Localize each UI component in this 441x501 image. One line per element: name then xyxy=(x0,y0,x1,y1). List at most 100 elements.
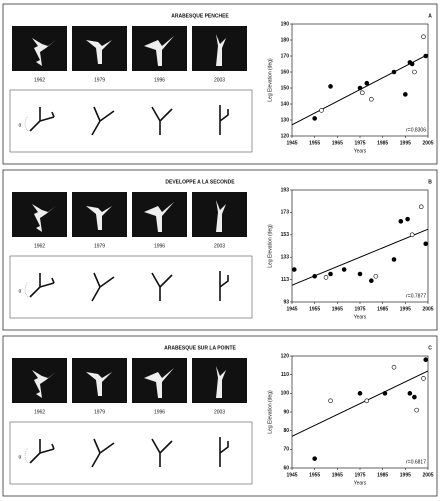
fit-annotation: r=0.8306 xyxy=(406,127,426,133)
x-tick-label: 1975 xyxy=(354,306,365,312)
fit-line xyxy=(292,229,428,285)
x-axis-label: Years xyxy=(354,480,367,486)
data-point xyxy=(406,217,410,221)
data-point xyxy=(412,70,416,74)
data-point xyxy=(365,399,369,403)
photo-year: 2003 xyxy=(214,77,225,83)
data-point xyxy=(408,391,412,395)
photo-year: 1979 xyxy=(94,409,105,415)
stick-box xyxy=(10,422,252,484)
panel-title: ARABESQUE PENCHEE xyxy=(171,13,229,19)
y-axis-label: Leg Elevation (deg) xyxy=(267,58,273,102)
stick-figure xyxy=(220,437,228,467)
figure: ARABESQUE PENCHEE A 1962 1979 1996 2003 α 120 13… xyxy=(0,0,441,501)
x-tick-label: 1955 xyxy=(309,306,320,312)
y-tick-label: 100 xyxy=(281,391,290,397)
data-point xyxy=(329,399,333,403)
y-tick-label: 90 xyxy=(283,409,289,415)
data-point xyxy=(369,97,373,101)
angle-arc xyxy=(25,448,28,463)
y-tick-label: 110 xyxy=(281,372,289,378)
data-point xyxy=(421,35,425,39)
angle-arc xyxy=(25,116,28,131)
x-axis-label: Years xyxy=(354,314,367,320)
stick-figure xyxy=(30,439,54,463)
panel-label: C xyxy=(428,345,432,351)
angle-arc xyxy=(25,282,28,297)
stick-figure xyxy=(152,273,172,301)
x-tick-label: 1995 xyxy=(400,472,411,478)
plot-frame xyxy=(292,190,428,302)
x-axis-label: Years xyxy=(354,148,367,154)
x-tick-label: 2005 xyxy=(422,306,433,312)
data-point xyxy=(365,81,369,85)
data-point xyxy=(424,242,428,246)
data-point xyxy=(319,108,323,112)
stick-figure xyxy=(30,273,54,297)
x-tick-label: 1975 xyxy=(354,472,365,478)
data-point xyxy=(292,268,296,272)
data-point xyxy=(410,233,414,237)
x-tick-label: 1985 xyxy=(377,140,388,146)
angle-label: α xyxy=(19,122,22,128)
stick-figure xyxy=(92,439,114,467)
x-tick-label: 1995 xyxy=(400,140,411,146)
photo-year: 1996 xyxy=(154,243,165,249)
x-tick-label: 1945 xyxy=(286,140,297,146)
x-tick-label: 1945 xyxy=(286,472,297,478)
fit-annotation: r=0.7877 xyxy=(406,293,426,299)
y-tick-label: 190 xyxy=(281,21,290,27)
data-point xyxy=(342,268,346,272)
x-tick-label: 1955 xyxy=(309,472,320,478)
data-point xyxy=(424,54,428,58)
x-tick-label: 1945 xyxy=(286,306,297,312)
y-tick-label: 133 xyxy=(281,255,290,261)
plot-frame xyxy=(292,356,428,468)
stick-figure xyxy=(220,105,228,135)
data-point xyxy=(412,395,416,399)
data-point xyxy=(313,457,317,461)
stick-figure xyxy=(92,273,114,301)
y-axis-label: Leg Elevation (deg) xyxy=(267,224,273,268)
panel-title: ARABESQUE SUR LA POINTE xyxy=(164,345,236,351)
photo-year: 2003 xyxy=(214,409,225,415)
stick-figure xyxy=(92,107,114,135)
x-tick-label: 2005 xyxy=(422,140,433,146)
y-tick-label: 93 xyxy=(283,299,289,305)
y-tick-label: 153 xyxy=(281,232,290,238)
y-tick-label: 120 xyxy=(281,133,290,139)
panel-label: A xyxy=(428,13,432,19)
photo-year: 2003 xyxy=(214,243,225,249)
data-point xyxy=(419,205,423,209)
y-tick-label: 80 xyxy=(283,428,289,434)
data-point xyxy=(324,275,328,279)
y-tick-label: 113 xyxy=(281,277,289,283)
panel-label: B xyxy=(428,179,432,185)
stick-box xyxy=(10,90,252,152)
stick-box xyxy=(10,256,252,318)
photo-year: 1979 xyxy=(94,77,105,83)
data-point xyxy=(399,219,403,223)
y-tick-label: 150 xyxy=(281,85,290,91)
photo-year: 1979 xyxy=(94,243,105,249)
photo-year: 1996 xyxy=(154,77,165,83)
x-tick-label: 1985 xyxy=(377,306,388,312)
data-point xyxy=(369,279,373,283)
panel-title: DEVELOPPE A LA SECONDE xyxy=(165,179,235,185)
fit-line xyxy=(292,371,428,436)
stick-figure xyxy=(220,271,228,301)
x-tick-label: 1965 xyxy=(332,140,343,146)
data-point xyxy=(392,70,396,74)
y-tick-label: 60 xyxy=(283,465,289,471)
fit-annotation: r=0.6817 xyxy=(406,459,426,465)
data-point xyxy=(424,358,428,362)
data-point xyxy=(358,86,362,90)
photo-year: 1962 xyxy=(34,243,45,249)
y-tick-label: 180 xyxy=(281,37,290,43)
x-tick-label: 2005 xyxy=(422,472,433,478)
x-tick-label: 1985 xyxy=(377,472,388,478)
y-tick-label: 130 xyxy=(281,117,290,123)
photo-year: 1996 xyxy=(154,409,165,415)
y-tick-label: 193 xyxy=(281,187,290,193)
y-tick-label: 140 xyxy=(281,101,290,107)
